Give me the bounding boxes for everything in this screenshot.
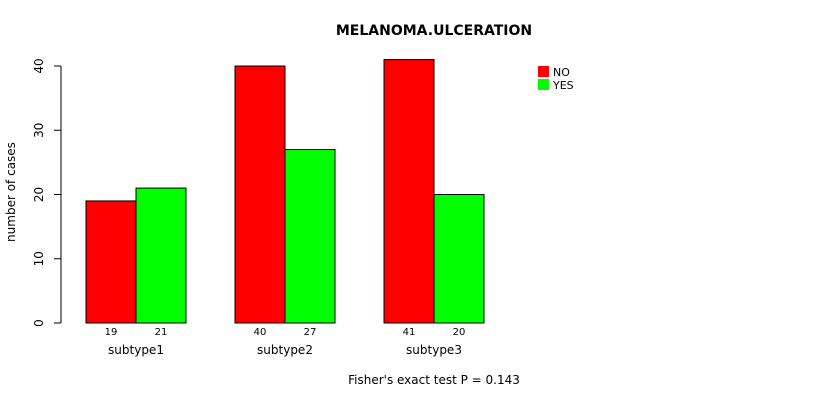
legend-label-no: NO [553, 66, 570, 79]
bar-value-label: 40 [254, 327, 267, 338]
chart-title: MELANOMA.ULCERATION [336, 23, 532, 39]
y-axis-label: number of cases [4, 142, 18, 242]
bar-value-label: 27 [304, 327, 317, 338]
bars-group [85, 59, 485, 324]
y-tick-label: 30 [32, 123, 46, 138]
bar-yes-subtype2 [284, 149, 336, 324]
category-label: subtype2 [257, 343, 313, 357]
y-tick-label: 40 [32, 58, 46, 73]
bar-no-subtype2 [234, 65, 286, 324]
bar-value-label: 20 [453, 327, 466, 338]
legend-swatch-no [538, 66, 549, 77]
y-tick-label: 20 [32, 187, 46, 202]
y-axis: 0 10 20 30 40 [32, 58, 62, 327]
bar-no-subtype1 [85, 200, 137, 324]
bar-no-subtype3 [383, 59, 435, 324]
x-labels-group: 19 21 subtype1 40 27 subtype2 41 20 subtype3 [105, 327, 466, 357]
bar-value-label: 41 [403, 327, 416, 338]
category-label: subtype3 [406, 343, 462, 357]
legend-label-yes: YES [552, 79, 574, 92]
bar-yes-subtype3 [433, 194, 485, 324]
bar-value-label: 19 [105, 327, 118, 338]
fisher-test-note: Fisher's exact test P = 0.143 [348, 373, 520, 387]
y-tick-label: 10 [32, 251, 46, 266]
bar-value-label: 21 [155, 327, 168, 338]
category-label: subtype1 [108, 343, 164, 357]
y-tick-label: 0 [32, 319, 46, 327]
bar-yes-subtype1 [135, 187, 187, 324]
legend-swatch-yes [538, 79, 549, 90]
